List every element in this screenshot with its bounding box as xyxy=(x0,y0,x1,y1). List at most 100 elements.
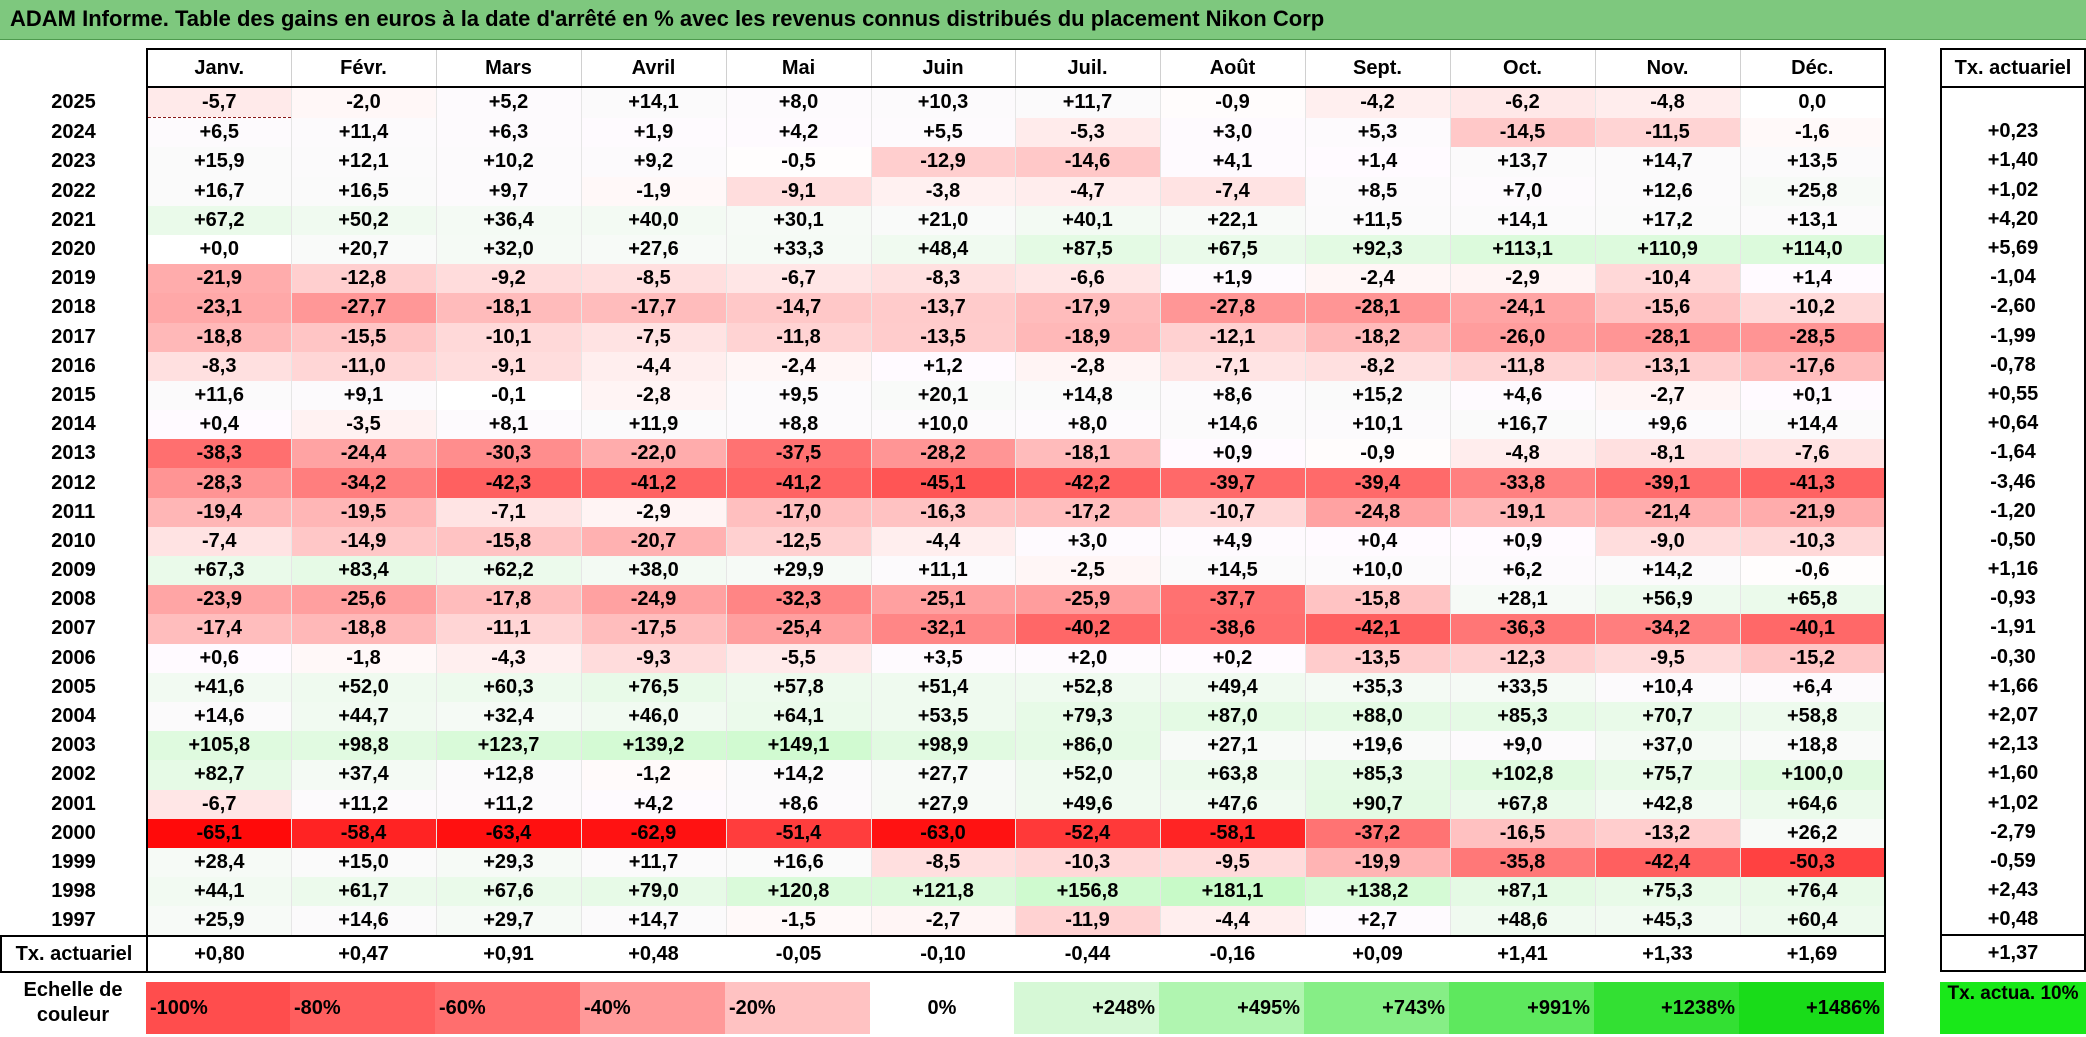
gain-cell: -14,9 xyxy=(290,526,436,556)
gain-cell: -4,8 xyxy=(1449,439,1595,469)
gain-cell: -8,5 xyxy=(870,847,1015,878)
gain-cell: -12,1 xyxy=(1159,322,1305,352)
gain-cell: +9,2 xyxy=(580,147,726,177)
gain-cell: -8,3 xyxy=(870,264,1015,294)
gain-cell: +28,4 xyxy=(146,847,291,878)
gain-cell: -32,3 xyxy=(725,585,871,615)
gain-cell: +44,1 xyxy=(146,877,291,907)
gain-cell: +30,1 xyxy=(725,205,871,235)
gain-cell: +8,8 xyxy=(725,410,871,440)
rate-cell: -0,50 xyxy=(1940,525,2086,555)
gain-cell: -27,8 xyxy=(1159,293,1305,323)
year-label: 1998 xyxy=(51,880,96,903)
gain-cell: -15,8 xyxy=(435,526,581,556)
gain-cell: +123,7 xyxy=(435,731,581,761)
gain-cell: +25,9 xyxy=(146,906,291,938)
month-header: Mai xyxy=(725,48,871,88)
gain-cell: +6,4 xyxy=(1739,672,1886,702)
gain-cell: +18,8 xyxy=(1739,731,1886,761)
gain-cell: +12,8 xyxy=(435,760,581,790)
rate-cell: -3,46 xyxy=(1940,467,2086,497)
rate-cell: -1,04 xyxy=(1940,263,2086,293)
gain-cell: +46,0 xyxy=(580,701,726,732)
gain-cell: -15,8 xyxy=(1304,585,1450,615)
gain-cell: +149,1 xyxy=(725,731,871,761)
gain-cell: -17,5 xyxy=(580,614,726,644)
gain-cell: -21,9 xyxy=(1739,497,1886,527)
year-label: 2013 xyxy=(51,442,96,465)
color-scale: -100% -80% -60% -40% -20% 0% +248% +495% +743% +9… xyxy=(146,982,1884,1034)
gain-cell: -14,6 xyxy=(1014,147,1160,177)
gain-cell: -11,9 xyxy=(1014,906,1160,938)
gain-cell: +20,1 xyxy=(870,380,1015,411)
gain-cell: -9,1 xyxy=(725,176,871,206)
gain-cell: -5,3 xyxy=(1014,117,1160,148)
gain-cell: +92,3 xyxy=(1304,234,1450,265)
gain-cell: -34,2 xyxy=(1594,614,1740,644)
gain-cell: -16,5 xyxy=(1449,818,1595,848)
gain-cell: +56,9 xyxy=(1594,585,1740,615)
table-row: 2013 -38,3 -24,4 -30,3 -22,0 -37,5 -28,2 -18,1 +… xyxy=(1,439,1886,469)
table-row: 1998 +44,1 +61,7 +67,6 +79,0 +120,8 +121,8 +156… xyxy=(1,877,1886,907)
gain-cell: +2,7 xyxy=(1304,906,1450,938)
gain-cell: +29,9 xyxy=(725,556,871,586)
gain-cell: +8,6 xyxy=(1159,380,1305,411)
gain-cell: +11,1 xyxy=(870,556,1015,586)
month-header: Nov. xyxy=(1594,48,1740,88)
gain-cell: +16,7 xyxy=(1449,410,1595,440)
gain-cell: +120,8 xyxy=(725,877,871,907)
gain-cell: -37,5 xyxy=(725,439,871,469)
gain-cell: +15,0 xyxy=(290,847,436,878)
gain-cell: +11,7 xyxy=(580,847,726,878)
gain-cell: +0,2 xyxy=(1159,643,1305,673)
gain-cell: -63,0 xyxy=(870,818,1015,848)
gain-cell: +82,7 xyxy=(146,760,291,790)
gain-cell: +1,9 xyxy=(580,117,726,148)
gain-cell: -2,7 xyxy=(1594,380,1740,411)
gain-cell: -18,8 xyxy=(146,322,291,352)
gain-cell: +0,1 xyxy=(1739,380,1886,411)
gain-cell: +0,0 xyxy=(146,234,291,265)
gain-cell: +10,4 xyxy=(1594,672,1740,702)
month-header: Juin xyxy=(870,48,1015,88)
footer-rate-cell: -0,05 xyxy=(726,935,871,974)
gain-cell: +51,4 xyxy=(870,672,1015,702)
gain-cell: 0,0 xyxy=(1739,87,1886,118)
gain-cell: -63,4 xyxy=(435,818,581,848)
year-label: 2001 xyxy=(51,792,96,815)
gain-cell: +3,5 xyxy=(870,643,1015,673)
rate-cell: -0,78 xyxy=(1940,350,2086,380)
gain-cell: +40,1 xyxy=(1014,205,1160,235)
gain-cell: -10,3 xyxy=(1014,847,1160,878)
gain-cell: +6,3 xyxy=(435,117,581,148)
gains-table: Janv. Févr. Mars Avril Mai Juin Juil. Août Sept.… xyxy=(0,48,1886,974)
rate-cell: +0,55 xyxy=(1940,379,2086,410)
year-label: 2007 xyxy=(51,617,96,640)
gain-cell: -13,5 xyxy=(1304,643,1450,673)
gain-cell: +16,6 xyxy=(725,847,871,878)
scale-swatch: +1486% xyxy=(1739,982,1884,1034)
gain-cell: +67,6 xyxy=(435,877,581,907)
gain-cell: -9,0 xyxy=(1594,526,1740,556)
gain-cell: +3,0 xyxy=(1014,526,1160,556)
footer-rate-cell: +0,48 xyxy=(581,935,726,974)
gain-cell: +5,5 xyxy=(870,117,1015,148)
gain-cell: -12,8 xyxy=(290,264,436,294)
gain-cell: +19,6 xyxy=(1304,731,1450,761)
gain-cell: -37,7 xyxy=(1159,585,1305,615)
rate-cell: +5,69 xyxy=(1940,233,2086,264)
gain-cell: +33,3 xyxy=(725,234,871,265)
gain-cell: -35,8 xyxy=(1449,847,1595,878)
gain-cell: -9,3 xyxy=(580,643,726,673)
gain-cell: +37,4 xyxy=(290,760,436,790)
footer-rate-cell: +0,47 xyxy=(291,935,436,974)
month-header: Sept. xyxy=(1304,48,1450,88)
gain-cell: +9,6 xyxy=(1594,410,1740,440)
gain-cell: +76,4 xyxy=(1739,877,1886,907)
gain-cell: -18,8 xyxy=(290,614,436,644)
gain-cell: +28,1 xyxy=(1449,585,1595,615)
gain-cell: +4,2 xyxy=(580,789,726,819)
footer-label: Tx. actuariel xyxy=(0,935,148,974)
gain-cell: -19,1 xyxy=(1449,497,1595,527)
rate-cell: +0,48 xyxy=(1940,905,2086,937)
